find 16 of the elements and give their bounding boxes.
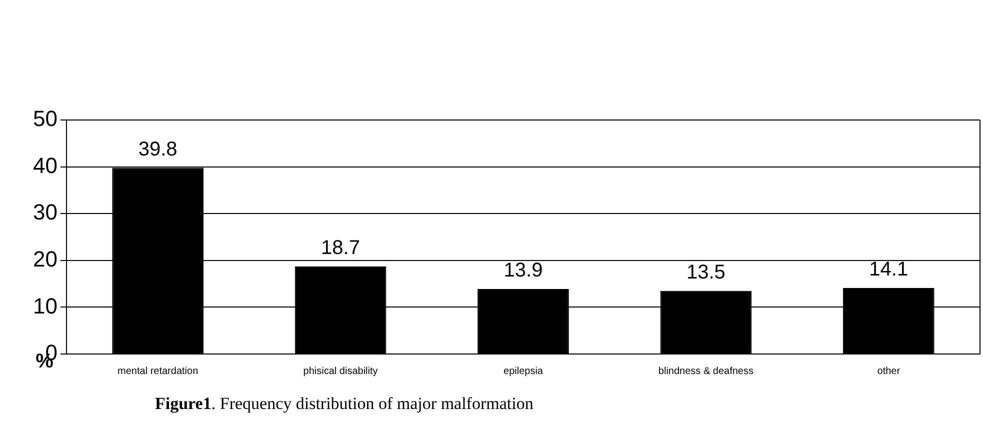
data-label: 13.9 (504, 259, 543, 282)
data-label: 14.1 (869, 258, 908, 281)
x-tick-label: blindness & deafness (658, 366, 754, 377)
y-tick-label: 30 (32, 200, 58, 225)
y-tick-label: 40 (32, 152, 58, 178)
x-tick-label: other (877, 366, 901, 377)
x-tick-label: mental retardation (118, 366, 198, 377)
caption: Figure1. Frequency distribution of major malformation (155, 394, 534, 414)
y-tick-label: 20 (32, 246, 58, 272)
x-tick-label: phisical disability (303, 366, 378, 377)
data-label: 13.5 (686, 261, 726, 284)
data-label: 18.7 (321, 237, 360, 259)
y-tick-label: 10 (32, 293, 58, 318)
y-tick-label: 50 (32, 106, 58, 132)
data-label: 39.8 (138, 138, 178, 160)
x-tick-label: epilepsia (503, 366, 544, 377)
